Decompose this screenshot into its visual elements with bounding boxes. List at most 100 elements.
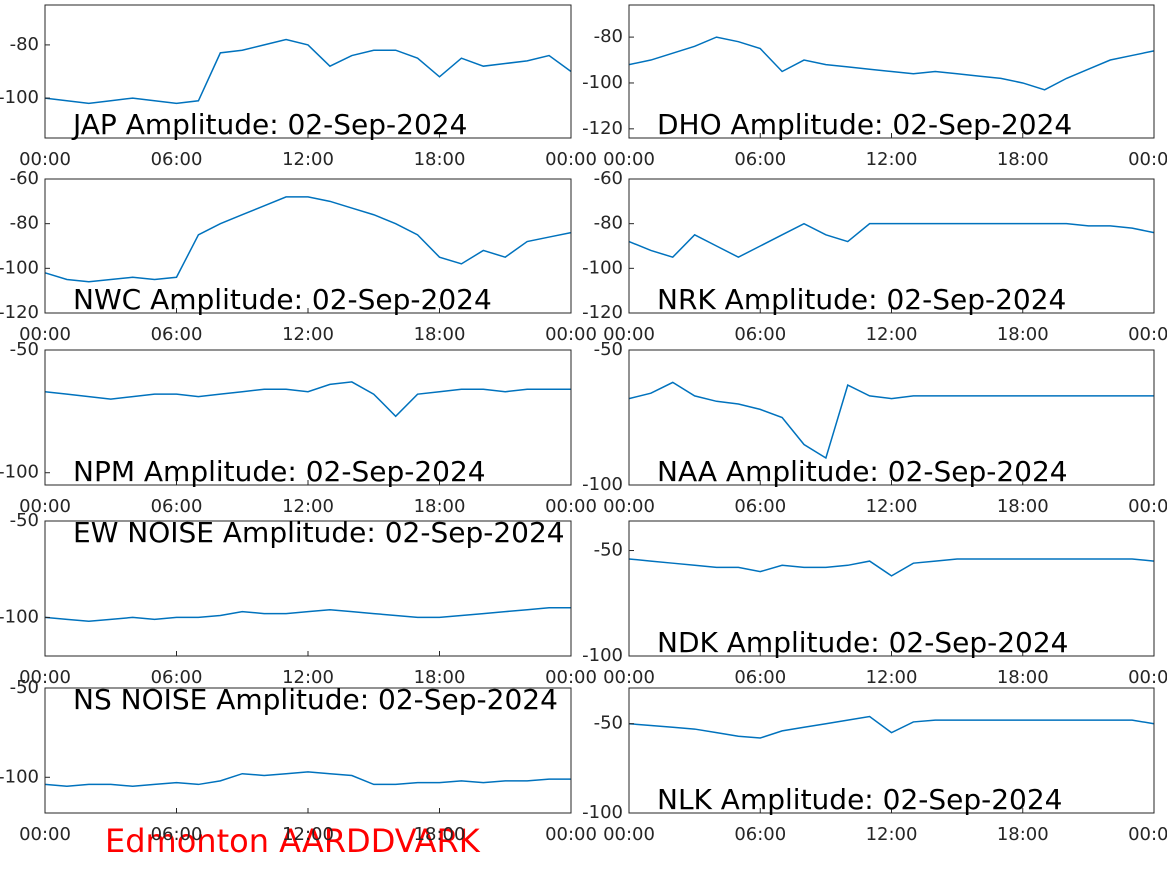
x-tick-label: 00:00 xyxy=(545,496,597,517)
x-tick-label: 06:00 xyxy=(734,824,786,845)
panel-title: NDK Amplitude: 02-Sep-2024 xyxy=(657,626,1068,659)
x-tick-label: 12:00 xyxy=(282,324,334,345)
plot-area xyxy=(45,179,571,313)
x-tick-label: 00:00 xyxy=(19,324,71,345)
y-tick-label: -100 xyxy=(0,87,39,108)
x-tick-label: 18:00 xyxy=(997,324,1049,345)
y-tick-label: -120 xyxy=(582,118,623,139)
y-tick-label: -50 xyxy=(594,540,623,561)
signal-line xyxy=(628,222,1155,259)
y-tick-label: -100 xyxy=(582,474,623,495)
y-tick-label: -120 xyxy=(582,302,623,323)
signal-line xyxy=(44,771,571,787)
y-tick-label: -50 xyxy=(10,339,39,360)
x-tick-label: 00:00 xyxy=(545,824,597,845)
signal-line xyxy=(44,196,572,283)
panel-title: NS NOISE Amplitude: 02-Sep-2024 xyxy=(73,683,558,716)
x-tick-label: 12:00 xyxy=(866,667,918,688)
y-tick-label: -80 xyxy=(10,34,39,55)
x-tick-label: 18:00 xyxy=(414,149,466,170)
x-tick-label: 00:00 xyxy=(603,324,655,345)
x-tick-label: 06:00 xyxy=(151,149,203,170)
y-tick-label: -50 xyxy=(10,510,39,531)
signal-line xyxy=(628,381,1154,460)
y-tick-label: -100 xyxy=(582,72,623,93)
panel-title: NWC Amplitude: 02-Sep-2024 xyxy=(73,283,492,316)
y-tick-label: -100 xyxy=(582,257,623,278)
x-tick-label: 06:00 xyxy=(734,667,786,688)
y-tick-label: -80 xyxy=(594,213,623,234)
plot-area xyxy=(45,5,571,138)
plot-area xyxy=(45,688,571,813)
plot-area xyxy=(629,688,1154,813)
plot-area xyxy=(629,521,1154,656)
x-tick-label: 00:00 xyxy=(19,667,71,688)
x-tick-label: 00:00 xyxy=(1128,496,1167,517)
x-tick-label: 06:00 xyxy=(151,324,203,345)
plot-area xyxy=(45,350,571,485)
x-tick-label: 12:00 xyxy=(282,667,334,688)
signal-line xyxy=(44,38,572,105)
y-tick-label: -120 xyxy=(0,302,39,323)
x-tick-label: 12:00 xyxy=(282,149,334,170)
x-tick-label: 18:00 xyxy=(997,824,1049,845)
y-tick-label: -100 xyxy=(0,462,39,483)
x-tick-label: 06:00 xyxy=(151,667,203,688)
x-tick-label: 18:00 xyxy=(997,667,1049,688)
x-tick-label: 12:00 xyxy=(866,496,918,517)
y-tick-label: -50 xyxy=(594,713,623,734)
y-tick-label: -80 xyxy=(594,26,623,47)
x-tick-label: 00:00 xyxy=(545,324,597,345)
panel-title: NPM Amplitude: 02-Sep-2024 xyxy=(73,455,486,488)
x-tick-label: 18:00 xyxy=(414,667,466,688)
x-tick-label: 00:00 xyxy=(603,496,655,517)
x-tick-label: 00:00 xyxy=(1128,667,1167,688)
x-tick-label: 12:00 xyxy=(866,324,918,345)
x-tick-label: 00:00 xyxy=(19,824,71,845)
panel-title: JAP Amplitude: 02-Sep-2024 xyxy=(71,108,467,141)
panel-title: DHO Amplitude: 02-Sep-2024 xyxy=(657,108,1072,141)
x-tick-label: 00:00 xyxy=(603,667,655,688)
panel-title: NAA Amplitude: 02-Sep-2024 xyxy=(657,455,1068,488)
x-tick-label: 18:00 xyxy=(414,824,466,845)
x-tick-label: 00:00 xyxy=(1128,324,1167,345)
x-tick-label: 06:00 xyxy=(734,496,786,517)
y-tick-label: -60 xyxy=(594,168,623,189)
x-tick-label: 12:00 xyxy=(866,824,918,845)
x-tick-label: 06:00 xyxy=(734,324,786,345)
y-tick-label: -100 xyxy=(0,257,39,278)
y-tick-label: -60 xyxy=(10,168,39,189)
x-tick-label: 00:00 xyxy=(545,149,597,170)
x-tick-label: 00:00 xyxy=(19,149,71,170)
x-tick-label: 18:00 xyxy=(414,324,466,345)
x-tick-label: 00:00 xyxy=(1128,824,1167,845)
x-tick-label: 00:00 xyxy=(545,667,597,688)
signal-line xyxy=(628,558,1155,577)
panel-title: EW NOISE Amplitude: 02-Sep-2024 xyxy=(73,516,565,549)
x-tick-label: 12:00 xyxy=(866,149,918,170)
y-tick-label: -50 xyxy=(594,339,623,360)
panel-title: NRK Amplitude: 02-Sep-2024 xyxy=(657,283,1066,316)
x-tick-label: 06:00 xyxy=(151,496,203,517)
footer: Edmonton AARDDVARK xyxy=(105,822,481,860)
y-tick-label: -100 xyxy=(582,645,623,666)
x-tick-label: 06:00 xyxy=(734,149,786,170)
x-tick-label: 12:00 xyxy=(282,824,334,845)
x-tick-label: 18:00 xyxy=(997,149,1049,170)
signal-line xyxy=(628,36,1155,91)
x-tick-label: 00:00 xyxy=(1128,149,1167,170)
signal-line xyxy=(44,381,571,418)
y-tick-label: -100 xyxy=(0,766,39,787)
panel-title: NLK Amplitude: 02-Sep-2024 xyxy=(657,783,1063,816)
y-tick-label: -100 xyxy=(0,606,39,627)
signal-line xyxy=(628,715,1155,739)
y-tick-label: -100 xyxy=(582,802,623,823)
x-tick-label: 00:00 xyxy=(603,149,655,170)
plot-area xyxy=(45,521,571,656)
x-tick-label: 18:00 xyxy=(997,496,1049,517)
signal-line xyxy=(44,607,571,623)
y-tick-label: -50 xyxy=(10,677,39,698)
x-tick-label: 06:00 xyxy=(151,824,203,845)
y-tick-label: -80 xyxy=(10,213,39,234)
